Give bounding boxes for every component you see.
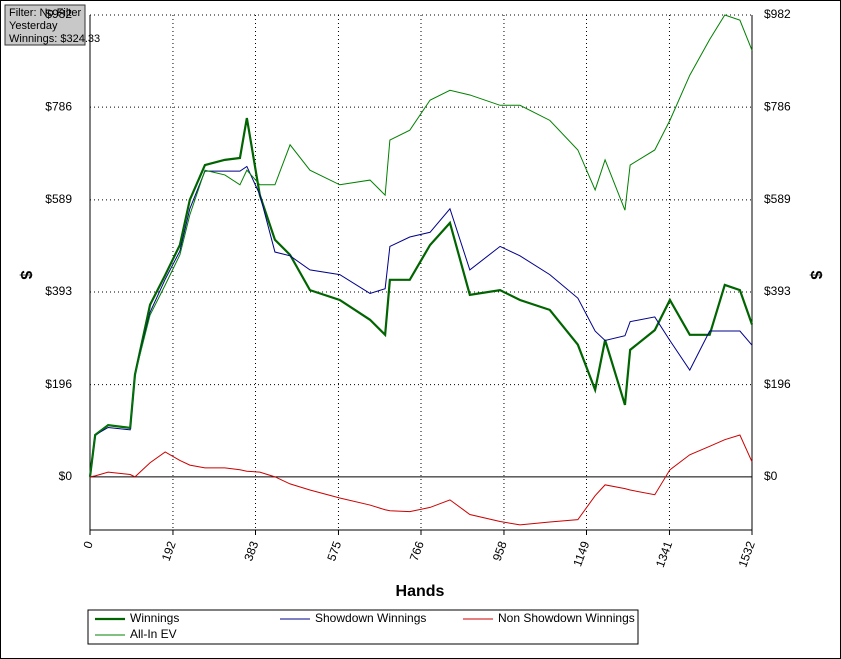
x-tick-label: 192 xyxy=(159,539,179,563)
y2-tick-label: $786 xyxy=(764,99,791,113)
y-tick-label: $0 xyxy=(59,469,73,483)
y-axis-label: $ xyxy=(17,271,34,280)
y2-tick-label: $982 xyxy=(764,7,791,21)
y2-tick-label: $393 xyxy=(764,284,791,298)
series-line xyxy=(89,434,753,526)
info-line: Filter: No Filter xyxy=(9,7,81,19)
x-tick-label: 575 xyxy=(324,539,344,563)
x-tick-label: 766 xyxy=(407,539,427,563)
x-tick-label: 958 xyxy=(490,539,510,563)
series-line xyxy=(89,165,753,477)
y-tick-label: $786 xyxy=(45,99,72,113)
y-tick-label: $196 xyxy=(45,377,72,391)
y2-tick-label: $196 xyxy=(764,377,791,391)
y-tick-label: $982 xyxy=(45,7,72,21)
legend-label: Winnings xyxy=(130,611,179,625)
y-tick-label: $589 xyxy=(45,192,72,206)
y-tick-label: $393 xyxy=(45,284,72,298)
y2-tick-label: $0 xyxy=(764,469,778,483)
x-axis-label: Hands xyxy=(396,583,445,600)
info-line: Yesterday xyxy=(9,20,58,32)
legend-label: Showdown Winnings xyxy=(315,611,426,625)
legend-label: Non Showdown Winnings xyxy=(498,611,635,625)
series-line xyxy=(88,117,754,477)
info-line: Winnings: $324.33 xyxy=(9,33,100,45)
y2-axis-label: $ xyxy=(807,271,824,280)
x-tick-label: 0 xyxy=(80,539,96,550)
info-box xyxy=(4,4,86,46)
series-line xyxy=(89,14,753,477)
y2-tick-label: $589 xyxy=(764,192,791,206)
legend-label: All-In EV xyxy=(130,627,177,641)
legend xyxy=(87,609,639,645)
x-tick-label: 383 xyxy=(241,539,261,563)
